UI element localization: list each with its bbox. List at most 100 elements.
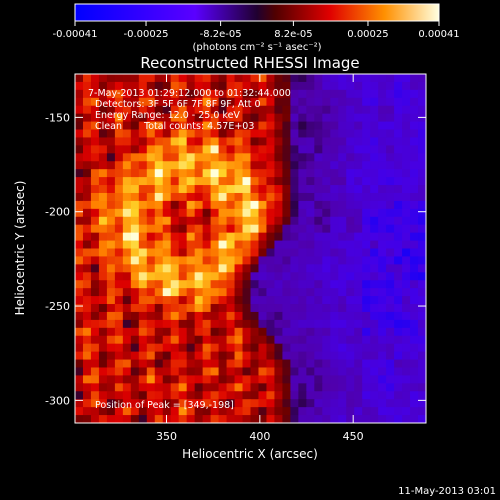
heatmap-cell bbox=[90, 319, 100, 329]
heatmap-cell bbox=[354, 327, 363, 337]
heatmap-cell bbox=[138, 113, 148, 123]
heatmap-cell bbox=[75, 391, 84, 400]
heatmap-cell bbox=[418, 113, 426, 123]
heatmap-cell bbox=[90, 121, 100, 131]
heatmap-cell bbox=[138, 192, 148, 202]
heatmap-cell bbox=[194, 208, 204, 218]
heatmap-cell bbox=[290, 264, 299, 273]
heatmap-cell bbox=[378, 161, 387, 170]
heatmap-cell bbox=[258, 296, 268, 305]
heatmap-cell bbox=[82, 272, 92, 281]
heatmap-cell bbox=[290, 113, 299, 123]
heatmap-cell bbox=[394, 248, 403, 258]
heatmap-cell bbox=[146, 335, 156, 345]
heatmap-cell bbox=[154, 319, 164, 329]
heatmap-cell bbox=[266, 304, 276, 313]
heatmap-cell bbox=[314, 81, 323, 91]
heatmap-cell bbox=[202, 415, 212, 423]
heatmap-cell bbox=[130, 272, 140, 281]
heatmap-cell bbox=[226, 351, 236, 361]
heatmap-cell bbox=[82, 367, 92, 377]
heatmap-cell bbox=[362, 256, 371, 265]
heatmap-cell bbox=[234, 383, 244, 392]
heatmap-cell bbox=[194, 399, 204, 408]
heatmap-cell bbox=[90, 145, 100, 154]
heatmap-cell bbox=[194, 74, 204, 83]
heatmap-cell bbox=[330, 256, 339, 265]
heatmap-cell bbox=[226, 288, 236, 297]
heatmap-cell bbox=[170, 304, 180, 313]
heatmap-cell bbox=[98, 256, 108, 265]
heatmap-cell bbox=[130, 192, 140, 202]
heatmap-cell bbox=[282, 216, 291, 226]
x-tick-label: 350 bbox=[156, 430, 177, 443]
heatmap-cell bbox=[114, 153, 124, 162]
heatmap-cell bbox=[370, 240, 379, 250]
heatmap-cell bbox=[186, 232, 196, 242]
heatmap-cell bbox=[354, 208, 363, 218]
heatmap-cell bbox=[274, 288, 284, 297]
heatmap-cell bbox=[106, 113, 116, 123]
heatmap-cell bbox=[258, 383, 268, 392]
heatmap-cell bbox=[378, 375, 387, 384]
heatmap-cell bbox=[122, 335, 132, 345]
heatmap-cell bbox=[266, 121, 276, 131]
heatmap-cell bbox=[258, 121, 268, 131]
heatmap-cell bbox=[290, 145, 299, 154]
heatmap-cell bbox=[186, 81, 196, 91]
heatmap-cell bbox=[194, 280, 204, 289]
heatmap-cell bbox=[418, 161, 426, 170]
heatmap-cell bbox=[402, 343, 411, 353]
heatmap-cell bbox=[122, 145, 132, 154]
heatmap-cell bbox=[234, 351, 244, 361]
heatmap-cell bbox=[250, 256, 260, 265]
heatmap-cell bbox=[322, 256, 331, 265]
heatmap-cell bbox=[298, 367, 307, 377]
heatmap-cell bbox=[234, 327, 244, 337]
heatmap-cell bbox=[242, 375, 252, 384]
heatmap-cell bbox=[266, 89, 276, 99]
heatmap-cell bbox=[362, 296, 371, 305]
heatmap-cell bbox=[186, 161, 196, 170]
heatmap-cell bbox=[282, 264, 291, 273]
heatmap-cell bbox=[330, 232, 339, 242]
heatmap-cell bbox=[75, 248, 84, 258]
heatmap-cell bbox=[178, 192, 188, 202]
heatmap-cell bbox=[210, 161, 220, 170]
heatmap-cell bbox=[354, 169, 363, 178]
heatmap-cell bbox=[362, 375, 371, 384]
heatmap-cell bbox=[82, 121, 92, 131]
heatmap-cell bbox=[338, 415, 347, 423]
heatmap-cell bbox=[226, 383, 236, 392]
heatmap-cell bbox=[226, 256, 236, 265]
heatmap-cell bbox=[322, 327, 331, 337]
heatmap-cell bbox=[322, 367, 331, 377]
heatmap-cell bbox=[282, 351, 291, 361]
heatmap-cell bbox=[386, 327, 395, 337]
heatmap-cell bbox=[138, 288, 148, 297]
heatmap-cell bbox=[418, 351, 426, 361]
heatmap-cell bbox=[162, 248, 172, 258]
heatmap-cell bbox=[170, 161, 180, 170]
heatmap-cell bbox=[274, 319, 284, 329]
heatmap-cell bbox=[306, 335, 315, 345]
heatmap-cell bbox=[82, 327, 92, 337]
heatmap-cell bbox=[162, 280, 172, 289]
heatmap-cell bbox=[330, 272, 339, 281]
heatmap-cell bbox=[114, 145, 124, 154]
heatmap-cell bbox=[354, 319, 363, 329]
heatmap-cell bbox=[122, 208, 132, 218]
heatmap-cell bbox=[90, 399, 100, 408]
heatmap-cell bbox=[242, 319, 252, 329]
heatmap-cell bbox=[282, 256, 291, 265]
heatmap-cell bbox=[386, 383, 395, 392]
heatmap-cell bbox=[186, 288, 196, 297]
heatmap-cell bbox=[410, 327, 419, 337]
heatmap-cell bbox=[162, 208, 172, 218]
heatmap-cell bbox=[394, 280, 403, 289]
heatmap-cell bbox=[122, 383, 132, 392]
heatmap-cell bbox=[194, 407, 204, 416]
heatmap-cell bbox=[138, 359, 148, 369]
heatmap-cell bbox=[90, 391, 100, 400]
heatmap-cell bbox=[170, 367, 180, 377]
